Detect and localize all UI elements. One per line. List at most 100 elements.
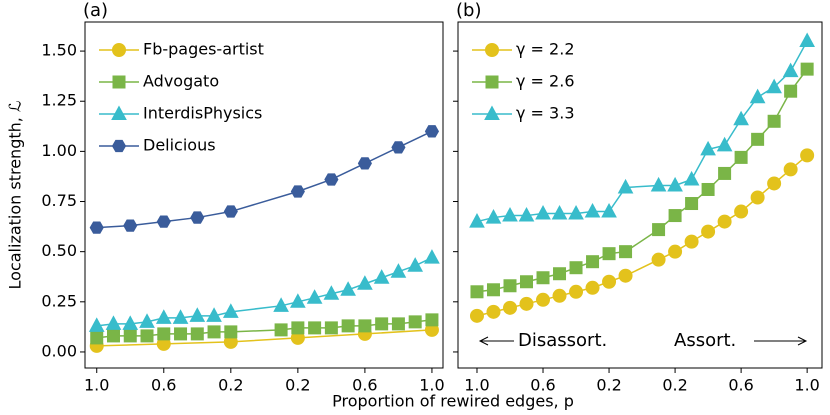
data-point bbox=[291, 321, 305, 335]
data-point bbox=[469, 308, 484, 323]
data-point bbox=[684, 234, 699, 249]
data-point bbox=[782, 62, 799, 78]
data-point bbox=[390, 263, 407, 278]
data-point bbox=[470, 285, 484, 299]
data-point bbox=[290, 185, 305, 198]
data-point bbox=[90, 331, 104, 345]
data-point bbox=[602, 274, 617, 289]
data-point bbox=[503, 300, 517, 315]
x-tick-label: 1.0 bbox=[419, 376, 444, 395]
data-point bbox=[520, 275, 534, 289]
data-point bbox=[701, 224, 716, 239]
data-point bbox=[536, 271, 550, 285]
plot-frame bbox=[84, 21, 444, 369]
data-point bbox=[122, 315, 139, 330]
data-point bbox=[424, 249, 440, 264]
data-point bbox=[223, 205, 238, 218]
data-point bbox=[650, 176, 667, 192]
data-point bbox=[425, 313, 439, 327]
data-point bbox=[224, 325, 238, 339]
data-point bbox=[619, 245, 633, 259]
data-point bbox=[485, 209, 502, 224]
annotation: Assort. bbox=[674, 330, 736, 351]
data-point bbox=[767, 176, 782, 191]
data-point bbox=[140, 329, 154, 343]
data-point bbox=[668, 244, 683, 259]
data-point bbox=[749, 88, 766, 104]
data-point bbox=[358, 319, 372, 333]
legend-label: Fb-pages-artist bbox=[143, 40, 264, 59]
y-tick-label: 0.00 bbox=[41, 341, 77, 360]
legend-marker bbox=[112, 43, 126, 57]
data-point bbox=[373, 269, 390, 284]
data-point bbox=[503, 279, 517, 293]
legend-label: Advogato bbox=[143, 72, 219, 91]
data-point bbox=[553, 267, 567, 281]
data-point bbox=[535, 204, 551, 220]
panel-label: (b) bbox=[456, 0, 481, 21]
legend-marker bbox=[485, 75, 499, 89]
data-point bbox=[306, 289, 323, 304]
data-point bbox=[552, 288, 567, 303]
plot-frame bbox=[457, 21, 823, 369]
data-point bbox=[667, 176, 683, 192]
data-point bbox=[469, 213, 485, 228]
data-point bbox=[685, 197, 699, 211]
data-point bbox=[123, 219, 138, 232]
legend-marker bbox=[111, 139, 127, 153]
data-point bbox=[391, 141, 406, 154]
y-tick-label: 1.00 bbox=[41, 141, 77, 160]
data-point bbox=[222, 303, 239, 318]
data-point bbox=[733, 110, 749, 126]
data-point bbox=[518, 207, 535, 222]
data-point bbox=[783, 162, 798, 177]
data-point bbox=[734, 150, 748, 164]
x-tick-label: 0.6 bbox=[530, 376, 555, 395]
annotation: Disassort. bbox=[518, 330, 607, 351]
y-tick-label: 0.75 bbox=[41, 191, 77, 210]
data-point bbox=[206, 307, 222, 322]
legend-marker bbox=[484, 105, 500, 120]
data-point bbox=[734, 204, 749, 219]
x-tick-label: 0.6 bbox=[352, 376, 377, 395]
data-point bbox=[341, 319, 355, 333]
x-tick-label: 1.0 bbox=[464, 376, 489, 395]
y-tick-label: 1.50 bbox=[41, 41, 77, 60]
y-tick-label: 0.50 bbox=[41, 241, 77, 260]
legend-marker bbox=[485, 43, 499, 57]
data-point bbox=[357, 157, 372, 170]
series-line bbox=[96, 329, 432, 347]
data-point bbox=[105, 315, 122, 330]
data-point bbox=[486, 283, 500, 297]
data-point bbox=[190, 327, 204, 341]
data-point bbox=[568, 204, 584, 220]
data-point bbox=[502, 207, 518, 222]
data-point bbox=[106, 329, 120, 343]
data-point bbox=[800, 62, 814, 76]
data-point bbox=[569, 261, 583, 275]
data-point bbox=[190, 211, 205, 224]
panel-label: (a) bbox=[83, 0, 108, 21]
x-tick-label: 0.2 bbox=[285, 376, 310, 395]
data-point bbox=[156, 215, 171, 228]
data-point bbox=[799, 32, 815, 48]
data-point bbox=[424, 125, 440, 138]
x-tick-label: 0.2 bbox=[662, 376, 687, 395]
data-point bbox=[139, 313, 155, 328]
legend-label: γ = 2.6 bbox=[516, 72, 575, 91]
data-point bbox=[767, 114, 781, 128]
data-point bbox=[123, 329, 137, 343]
data-point bbox=[340, 281, 356, 296]
x-tick-label: 1.0 bbox=[794, 376, 819, 395]
legend-marker bbox=[111, 105, 127, 120]
data-point bbox=[586, 255, 600, 269]
series-line bbox=[96, 130, 433, 229]
data-point bbox=[408, 315, 422, 329]
data-point bbox=[157, 327, 171, 341]
data-point bbox=[585, 280, 600, 295]
data-point bbox=[324, 321, 338, 335]
data-point bbox=[651, 252, 666, 267]
data-point bbox=[602, 247, 616, 261]
data-point bbox=[519, 296, 534, 311]
data-point bbox=[155, 309, 172, 324]
